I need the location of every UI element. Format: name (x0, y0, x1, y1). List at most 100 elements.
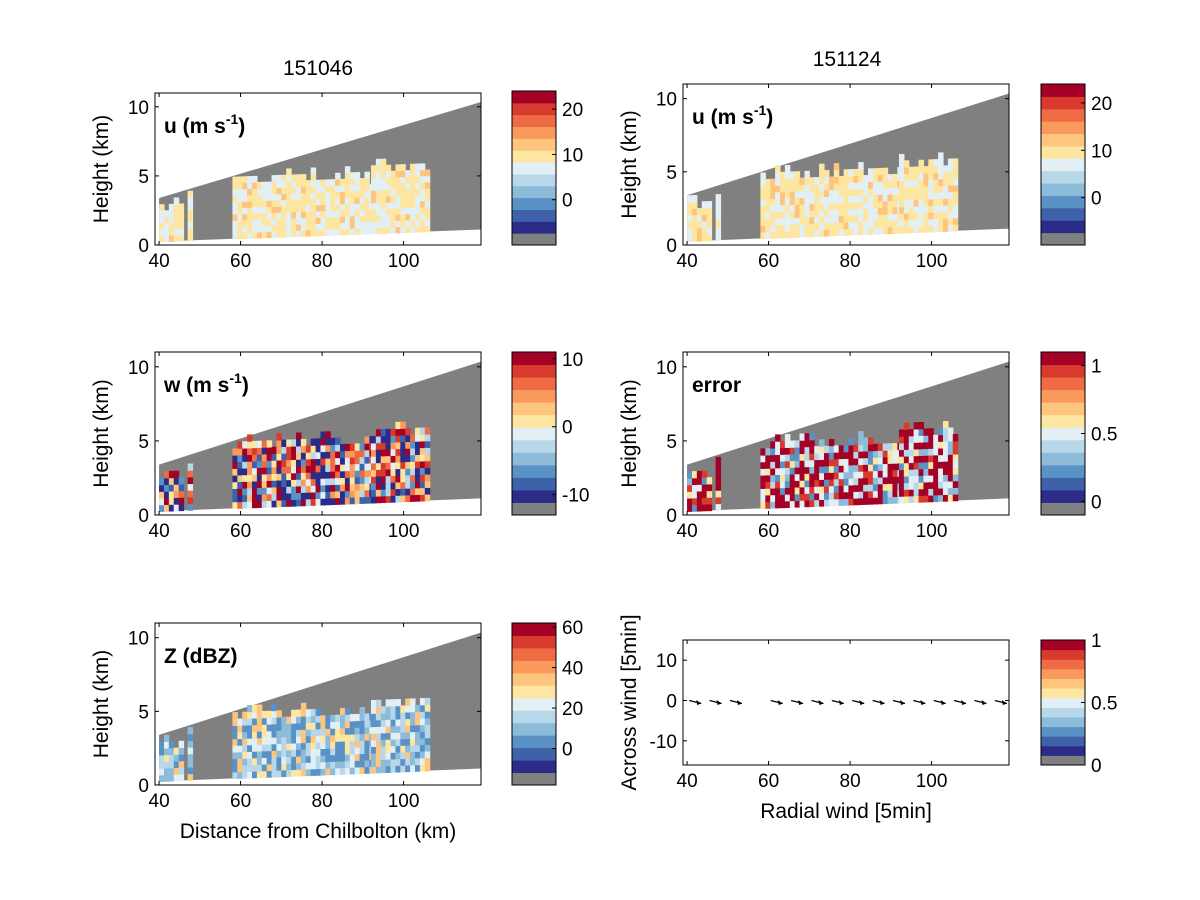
colorbar-tick-label: 0 (562, 740, 573, 761)
colorbar-swatch (512, 352, 556, 366)
quantity-label-sup: -1 (754, 102, 767, 118)
colorbar-frame (1040, 83, 1086, 246)
colorbar-swatch (1041, 452, 1085, 466)
x-tick-label: 80 (312, 251, 333, 272)
x-tick-label: 80 (840, 771, 861, 792)
wind-vector (770, 699, 783, 705)
x-tick-label: 100 (388, 251, 420, 272)
colorbar-swatch (1041, 133, 1085, 147)
colorbar-swatch (512, 114, 556, 128)
colorbar-frame (511, 622, 557, 786)
y-tick-label: -10 (650, 732, 677, 753)
colorbar-swatch (1041, 352, 1085, 366)
wind-vector (974, 699, 987, 705)
x-tick-label: 80 (840, 251, 861, 272)
colorbar-swatch (512, 747, 556, 761)
colorbar-swatch (512, 185, 556, 199)
colorbar-swatch (1041, 364, 1085, 378)
x-tick-label: 100 (388, 521, 420, 542)
axes-frame (154, 351, 482, 516)
colorbar-swatch (1041, 402, 1085, 416)
y-axis-label: Height (km) (90, 115, 113, 224)
x-tick-label: 40 (677, 521, 698, 542)
colorbar-swatch (1041, 640, 1085, 651)
colorbar-swatch (512, 477, 556, 491)
colorbar-tick-label: 0.5 (1091, 694, 1117, 715)
colorbar-swatch (512, 102, 556, 116)
colorbar-swatch (512, 772, 556, 786)
y-tick-label: 10 (128, 98, 149, 119)
axes-frame (154, 622, 482, 786)
quantity-label-tail: ) (238, 115, 245, 138)
colorbar-tick-label: 0 (1091, 189, 1102, 210)
colorbar-swatch (512, 489, 556, 503)
y-tick-label: 0 (138, 506, 149, 527)
colorbar: 0 20 40 60 (511, 618, 583, 786)
x-tick-label: 60 (230, 521, 251, 542)
y-axis-label: Height (km) (618, 379, 641, 488)
colorbar-swatch (1041, 707, 1085, 718)
y-axis-label: Height (km) (90, 379, 113, 488)
colorbar-tick-label: 1 (1091, 631, 1102, 652)
wind-vector (811, 699, 824, 705)
colorbar-tick-label: 1 (1091, 357, 1102, 378)
quantity-label-tail: ) (766, 106, 773, 129)
wind-vector (852, 699, 865, 705)
colorbar-swatch (512, 150, 556, 163)
panel-w-151046: 40 60 80 100 0 5 10 Height (km) w (m s-1) -10 0 10 (90, 350, 589, 542)
colorbar-swatch (1041, 232, 1085, 246)
quantity-label-tail: ) (242, 374, 249, 397)
x-tick-label: 40 (677, 251, 698, 272)
colorbar-swatch (512, 464, 556, 478)
colorbar-tick-label: 10 (562, 350, 583, 371)
colorbar-tick-label: 40 (562, 659, 583, 680)
colorbar-swatch (512, 760, 556, 774)
colorbar-swatch (512, 364, 556, 378)
x-tick-label: 80 (312, 521, 333, 542)
wind-vector (872, 699, 885, 705)
quantity-label: error (692, 374, 741, 397)
colorbar-swatch (512, 722, 556, 736)
heatmap-field (159, 101, 481, 243)
x-tick-label: 40 (149, 521, 170, 542)
colorbar-swatch (512, 672, 556, 686)
panel-u-151046: 40 60 80 100 0 5 10 Height (km) u (m s-1) 0 10 20 (90, 90, 583, 272)
colorbar-swatch (1041, 439, 1085, 453)
colorbar-swatch (1041, 96, 1085, 110)
colorbar-swatch (1041, 464, 1085, 478)
colorbar-tick-label: 10 (1091, 141, 1112, 162)
x-tick-label: 100 (388, 791, 420, 812)
colorbar-swatch (512, 91, 556, 104)
colorbar-tick-label: 0 (1091, 492, 1102, 513)
colorbar-swatch (1041, 755, 1085, 766)
y-tick-label: 10 (656, 358, 677, 379)
wind-vector (953, 699, 967, 705)
y-tick-label: 5 (138, 167, 149, 188)
y-tick-label: 5 (666, 432, 677, 453)
y-tick-label: 0 (666, 506, 677, 527)
colorbar-swatch (1041, 195, 1085, 209)
column-title-right: 151124 (813, 48, 882, 71)
y-tick-label: 0 (138, 776, 149, 797)
y-tick-label: 0 (138, 236, 149, 257)
wind-vector (913, 699, 926, 705)
x-tick-label: 60 (758, 251, 779, 272)
x-tick-label: 60 (758, 521, 779, 542)
colorbar-swatch (1041, 183, 1085, 196)
y-tick-label: 5 (666, 163, 677, 184)
colorbar-tick-label: 20 (562, 100, 583, 121)
colorbar-tick-label: 0 (562, 191, 573, 212)
colorbar-swatch (1041, 220, 1085, 234)
axes-frame (154, 92, 482, 246)
x-axis-label: Distance from Chilbolton (km) (180, 820, 457, 843)
colorbar-swatch (512, 209, 556, 222)
x-tick-label: 60 (758, 771, 779, 792)
quantity-label: u (m s-1) (692, 102, 773, 129)
panel-z-151046: 40 60 80 100 0 5 10 Height (km) Distance from Ch… (90, 618, 583, 843)
colorbar-swatch (1041, 84, 1085, 97)
colorbar-swatch (512, 138, 556, 151)
colorbar-swatch (512, 452, 556, 466)
wind-vector (790, 699, 804, 705)
